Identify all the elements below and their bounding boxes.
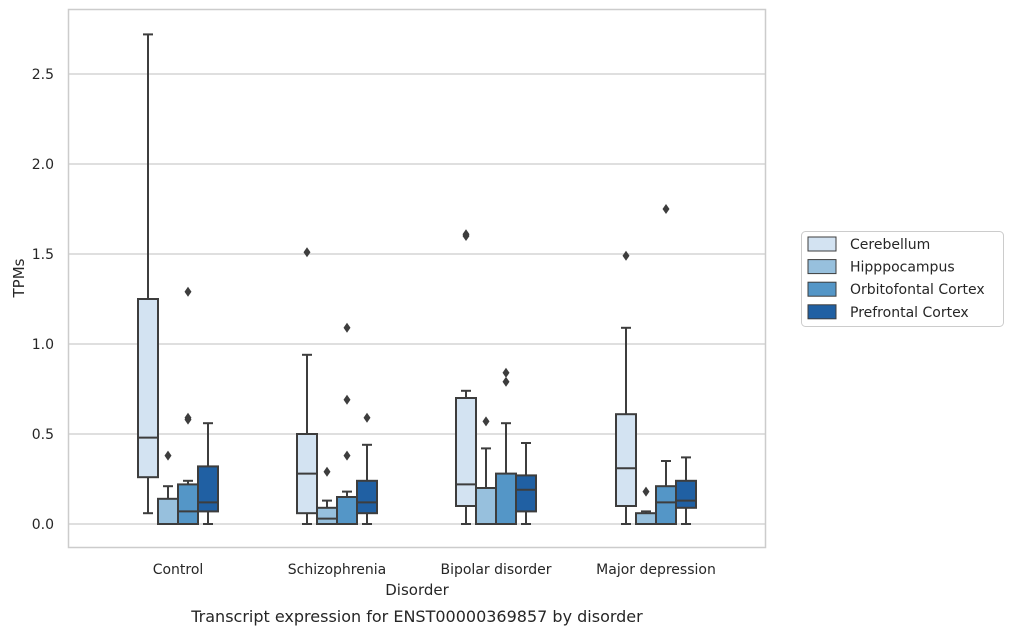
legend-swatch [807,281,837,297]
x-tick-label: Control [153,562,204,578]
box-iqr [515,474,537,513]
box-iqr [157,497,179,525]
box-iqr [336,496,358,525]
legend-label: Hipppocampus [850,260,955,276]
legend: Cerebellum Hipppocampus Orbitofontal Corte… [801,231,1004,327]
outlier-point [363,412,371,423]
legend-swatch [807,304,837,320]
y-tick-label: 2.5 [32,67,54,83]
outlier-point [184,286,192,297]
legend-swatch [807,259,837,275]
outlier-point [323,466,331,477]
outlier-point [462,229,470,240]
grid-lines [68,73,766,525]
box-iqr [655,485,677,526]
outlier-point [303,247,311,258]
x-tick-label: Schizophrenia [288,562,386,578]
x-tick-label: Bipolar disorder [440,562,551,578]
legend-box [801,231,1004,327]
x-axis-label: Disorder [385,581,449,599]
y-tick-labels: 0.0 0.5 1.0 1.5 2.0 2.5 [32,67,54,533]
y-tick-label: 2.0 [32,157,54,173]
box-iqr [197,465,219,513]
x-tick-labels: Control Schizophrenia Bipolar disorder Majo… [153,562,716,578]
outlier-point [164,450,172,461]
legend-label: Orbitofontal Cortex [850,282,985,298]
x-tick-label: Major depression [596,562,716,578]
outlier-point [343,394,351,405]
box-iqr [356,479,378,515]
outlier-point [343,450,351,461]
y-tick-label: 0.5 [32,427,54,443]
outlier-point [502,367,510,378]
y-axis-label: TPMs [10,258,28,298]
box-iqr [635,512,657,526]
box-iqr [455,397,477,507]
box-iqr [316,506,338,525]
box-iqr [177,483,199,525]
box-iqr [137,298,159,479]
outlier-point [622,250,630,261]
box-iqr [675,479,697,509]
box-iqr [615,413,637,508]
outlier-point [184,412,192,423]
y-tick-label: 1.0 [32,337,54,353]
chart-caption: Transcript expression for ENST0000036985… [190,607,643,626]
box-iqr [475,487,497,525]
box-iqr [495,472,517,526]
outlier-point [343,322,351,333]
outlier-point [482,416,490,427]
legend-label: Prefrontal Cortex [850,305,969,321]
plot-area-frame [67,8,767,549]
outlier-point [502,376,510,387]
legend-label: Cerebellum [850,237,930,253]
y-tick-label: 1.5 [32,247,54,263]
box-series-group [137,33,697,526]
y-tick-label: 0.0 [32,517,54,533]
outlier-point [642,486,650,497]
legend-swatch [807,236,837,252]
outlier-point [662,204,670,214]
